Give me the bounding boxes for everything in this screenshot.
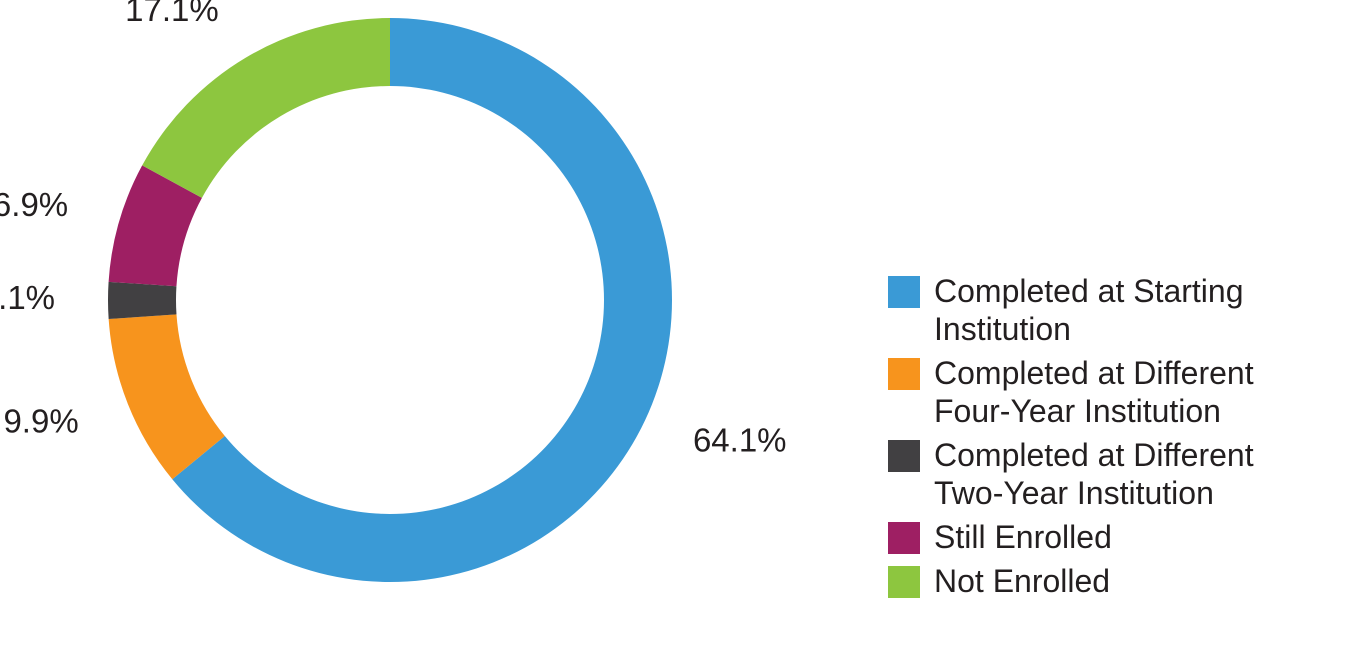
legend-label: Still Enrolled [934,519,1112,555]
legend-label: Not Enrolled [934,563,1111,599]
chart: 64.1% 9.9% 2.1% 6.9% 17.1% [0,0,787,583]
donut-segment [108,314,225,480]
legend-label: Completed at Starting Institution [934,273,1244,347]
legend-item: Still Enrolled [888,518,1328,556]
legend-item: Completed at Different Two-Year Institut… [888,436,1328,512]
data-label: 64.1% [693,422,787,459]
legend-label: Completed at Different Four-Year Institu… [934,355,1254,429]
legend-label: Completed at Different Two-Year Institut… [934,437,1254,511]
legend-item: Completed at Starting Institution [888,272,1328,348]
legend-swatch [888,440,920,472]
legend-swatch [888,358,920,390]
donut-segment [108,281,177,320]
donut-segment [142,18,390,198]
donut-segment [108,165,202,287]
data-label: 9.9% [3,402,78,439]
data-label: 2.1% [0,279,55,316]
legend: Completed at Starting Institution Complet… [888,272,1328,606]
legend-swatch [888,276,920,308]
legend-swatch [888,566,920,598]
data-label: 17.1% [125,0,219,28]
legend-item: Not Enrolled [888,562,1328,600]
donut-segment [172,18,672,583]
legend-swatch [888,522,920,554]
legend-item: Completed at Different Four-Year Institu… [888,354,1328,430]
data-label: 6.9% [0,186,68,223]
